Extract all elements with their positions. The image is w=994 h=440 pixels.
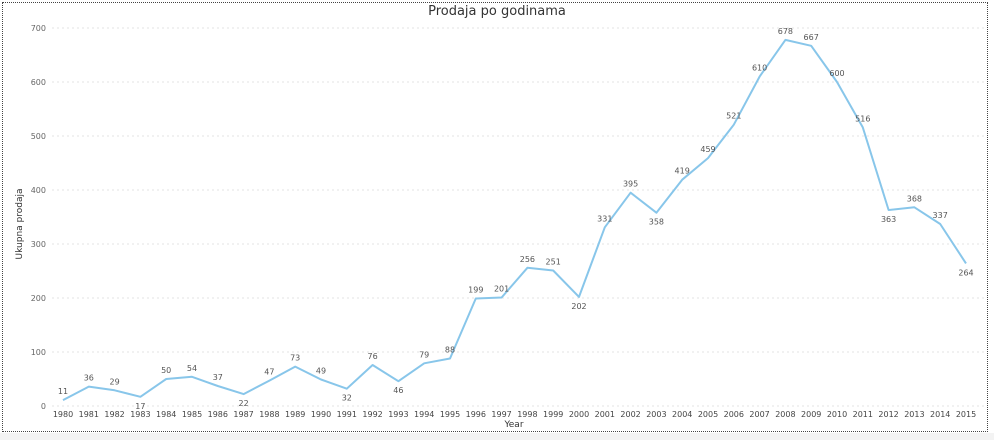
- x-tick-label: 1986: [208, 410, 228, 419]
- x-tick-label: 2006: [724, 410, 744, 419]
- y-tick-label: 500: [31, 132, 46, 141]
- y-axis-title: Ukupna prodaja: [15, 189, 25, 260]
- y-tick-label: 400: [31, 186, 46, 195]
- x-tick-label: 1990: [311, 410, 331, 419]
- data-label: 36: [84, 374, 94, 383]
- y-tick-label: 100: [31, 348, 46, 357]
- y-tick-label: 700: [31, 24, 46, 33]
- x-tick-label: 1998: [517, 410, 537, 419]
- x-tick-label: 2005: [698, 410, 718, 419]
- x-tick-label: 1981: [79, 410, 99, 419]
- x-tick-label: 2004: [672, 410, 692, 419]
- data-label: 54: [187, 364, 197, 373]
- data-label: 17: [135, 402, 145, 411]
- x-tick-label: 1983: [130, 410, 150, 419]
- data-label: 201: [494, 284, 509, 293]
- data-label: 337: [933, 211, 948, 220]
- x-tick-label: 2011: [853, 410, 873, 419]
- data-label: 419: [675, 167, 690, 176]
- data-label: 29: [110, 377, 120, 386]
- x-tick-label: 1999: [543, 410, 563, 419]
- data-label: 79: [419, 350, 429, 359]
- x-tick-label: 2000: [569, 410, 589, 419]
- data-label: 49: [316, 367, 326, 376]
- data-label: 50: [161, 366, 171, 375]
- x-tick-label: 2001: [595, 410, 615, 419]
- x-axis-title: Year: [503, 420, 523, 430]
- bottom-strip: [0, 433, 994, 440]
- x-tick-label: 2007: [749, 410, 769, 419]
- data-label: 202: [571, 302, 586, 311]
- data-label: 37: [213, 373, 223, 382]
- x-tick-label: 1995: [440, 410, 460, 419]
- data-label: 459: [700, 145, 715, 154]
- data-label: 521: [726, 112, 741, 121]
- x-tick-label: 1997: [491, 410, 511, 419]
- x-tick-label: 1991: [337, 410, 357, 419]
- data-label: 73: [290, 354, 300, 363]
- x-tick-label: 2008: [775, 410, 795, 419]
- data-label: 395: [623, 180, 638, 189]
- data-label: 46: [393, 386, 403, 395]
- x-tick-label: 2014: [930, 410, 950, 419]
- data-label: 331: [597, 214, 612, 223]
- data-label: 47: [264, 368, 274, 377]
- data-label: 678: [778, 27, 793, 36]
- x-tick-label: 2012: [878, 410, 898, 419]
- data-label: 368: [907, 194, 922, 203]
- data-label: 22: [239, 399, 249, 408]
- data-label: 32: [342, 394, 352, 403]
- x-tick-label: 1989: [285, 410, 305, 419]
- x-tick-label: 1985: [182, 410, 202, 419]
- x-tick-label: 1987: [233, 410, 253, 419]
- data-label: 667: [804, 33, 819, 42]
- x-tick-label: 1994: [414, 410, 434, 419]
- x-tick-label: 1980: [53, 410, 73, 419]
- x-tick-label: 1988: [259, 410, 279, 419]
- y-tick-label: 0: [41, 402, 46, 411]
- x-tick-label: 2013: [904, 410, 924, 419]
- series-line: [62, 38, 967, 401]
- data-label: 76: [368, 352, 378, 361]
- data-label: 363: [881, 215, 896, 224]
- data-label: 610: [752, 64, 767, 73]
- x-tick-label: 2010: [827, 410, 847, 419]
- x-tick-label: 2015: [956, 410, 976, 419]
- x-tick-label: 2003: [646, 410, 666, 419]
- y-tick-label: 300: [31, 240, 46, 249]
- data-label: 251: [546, 257, 561, 266]
- x-tick-label: 1996: [466, 410, 486, 419]
- x-tick-label: 2002: [620, 410, 640, 419]
- data-label: 264: [958, 268, 973, 277]
- x-tick-label: 1982: [104, 410, 124, 419]
- data-label: 199: [468, 286, 483, 295]
- x-tick-label: 1992: [362, 410, 382, 419]
- x-tick-label: 2009: [801, 410, 821, 419]
- x-tick-label: 1984: [156, 410, 176, 419]
- chart-title: Prodaja po godinama: [428, 4, 566, 19]
- data-label: 600: [829, 69, 844, 78]
- data-label: 256: [520, 255, 535, 264]
- y-tick-label: 200: [31, 294, 46, 303]
- x-tick-label: 1993: [388, 410, 408, 419]
- data-label: 358: [649, 218, 664, 227]
- data-label: 88: [445, 345, 455, 354]
- y-tick-label: 600: [31, 78, 46, 87]
- chart-frame: [2, 2, 988, 432]
- data-label: 11: [58, 387, 68, 396]
- data-label: 516: [855, 114, 870, 123]
